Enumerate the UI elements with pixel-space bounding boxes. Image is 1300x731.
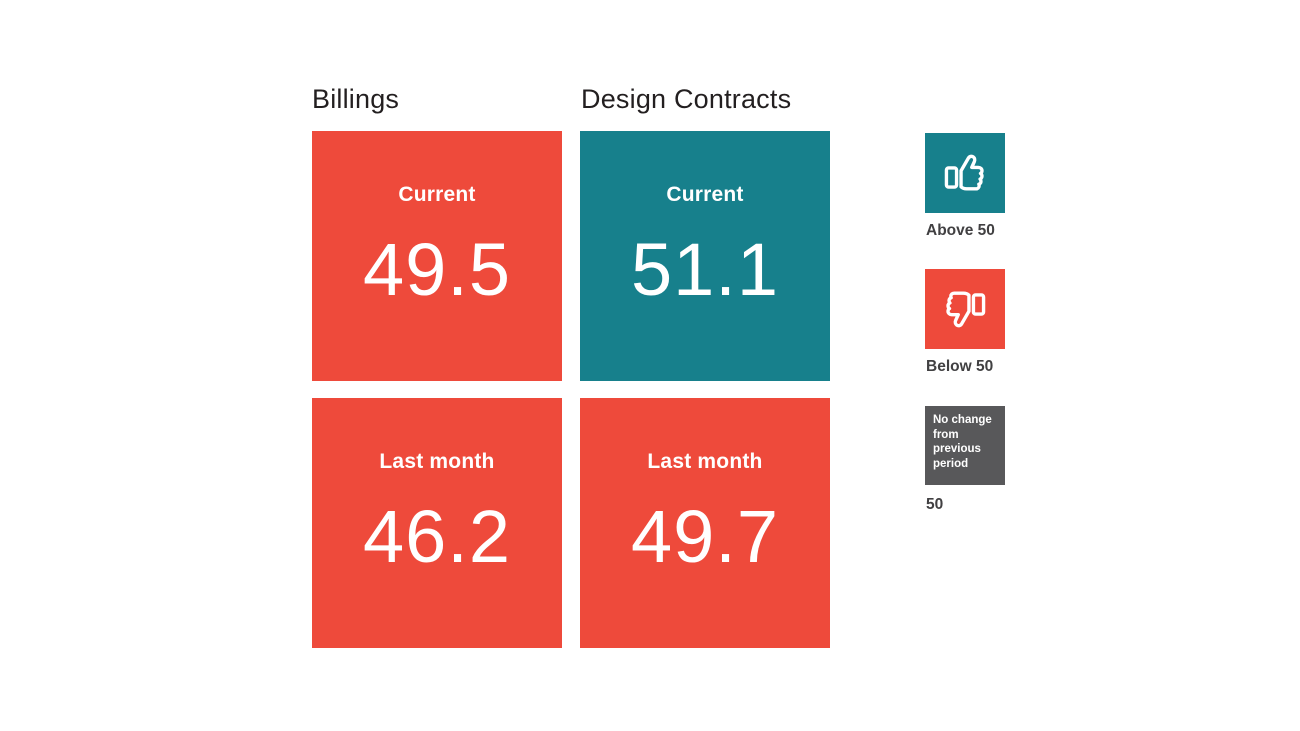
design-contracts-current-value: 51.1: [630, 228, 780, 311]
thumbs-up-icon: [944, 154, 984, 191]
legend-no-change-box: No change from previous period: [925, 406, 1005, 485]
billings-column-title: Billings: [312, 84, 400, 114]
design-contracts-last-month-label: Last month: [647, 450, 763, 473]
design-contracts-current-card: Current 51.1: [580, 131, 830, 381]
legend-below-50-swatch: [925, 269, 1005, 349]
billings-current-card: Current 49.5: [312, 131, 562, 381]
billings-last-month-label: Last month: [379, 450, 495, 473]
thumbs-down-icon: [946, 291, 986, 328]
billings-last-month-card: Last month 46.2: [312, 398, 562, 648]
billings-current-label: Current: [398, 183, 476, 206]
billings-current-value: 49.5: [362, 228, 512, 311]
legend-below-50-label: Below 50: [926, 358, 994, 375]
legend-above-50-label: Above 50: [926, 222, 995, 239]
legend-above-50-swatch: [925, 133, 1005, 213]
design-contracts-last-month-card: Last month 49.7: [580, 398, 830, 648]
design-contracts-last-month-value: 49.7: [630, 495, 780, 578]
design-contracts-column-title: Design Contracts: [581, 84, 792, 114]
legend-no-change-value-label: 50: [926, 496, 944, 513]
design-contracts-current-label: Current: [666, 183, 744, 206]
billings-last-month-value: 46.2: [362, 495, 512, 578]
